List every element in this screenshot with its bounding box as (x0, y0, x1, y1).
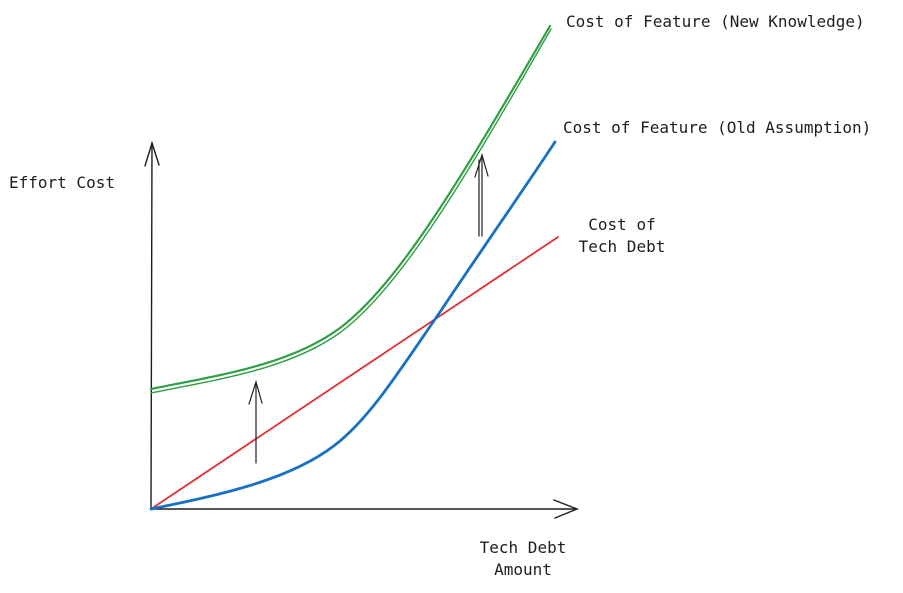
old-assumption-label: Cost of Feature (Old Assumption) (563, 118, 872, 137)
new-knowledge-cost-curve (149, 24, 552, 394)
tech-debt-cost-line (150, 236, 559, 510)
shift-up-arrow-right (474, 152, 489, 237)
x-axis-label-line2: Amount (494, 560, 552, 579)
y-axis (144, 140, 160, 510)
old-assumption-cost-curve (149, 140, 557, 511)
tech-debt-label: Cost of Tech Debt (566, 214, 678, 258)
x-axis-label: Tech Debt Amount (466, 537, 580, 581)
x-axis-label-line1: Tech Debt (479, 538, 567, 557)
y-axis-label: Effort Cost (9, 173, 115, 192)
shift-up-arrow-left (248, 379, 263, 464)
tech-debt-label-line2: Tech Debt (578, 237, 666, 256)
tech-debt-label-line1: Cost of (588, 215, 656, 234)
x-axis (150, 499, 579, 519)
new-knowledge-label: Cost of Feature (New Knowledge) (566, 12, 865, 31)
